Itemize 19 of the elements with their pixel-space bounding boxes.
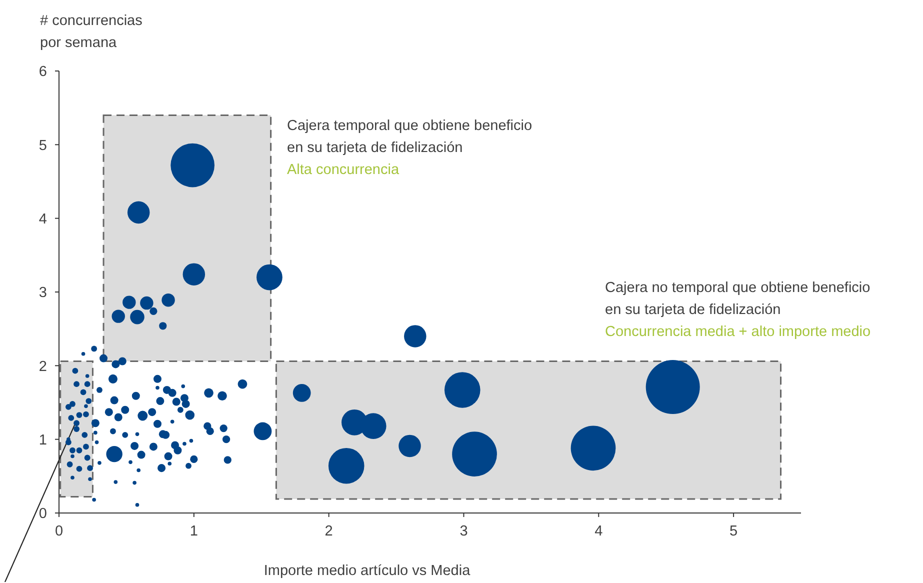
annotation: Cajera no temporal que obtiene beneficio en su tarjeta de fidelización bbox=[605, 279, 870, 320]
y-tick-label: 3 bbox=[38, 285, 47, 302]
x-tick-label: 4 bbox=[594, 523, 603, 540]
y-tick-label: 6 bbox=[38, 64, 47, 80]
y-tick-label: 1 bbox=[38, 432, 47, 448]
y-tick-label: 0 bbox=[38, 506, 47, 522]
annotation: Alta concurrencia bbox=[287, 161, 400, 180]
y-axis-title: # concurrencias por semana bbox=[40, 12, 142, 53]
x-tick-label: 1 bbox=[190, 523, 198, 540]
x-tick-label: 2 bbox=[324, 523, 333, 540]
y-tick-label: 4 bbox=[38, 211, 47, 228]
y-tick-label: 2 bbox=[38, 358, 47, 375]
x-tick-label: 0 bbox=[54, 523, 64, 540]
x-axis-title: Importe medio artículo vs Media bbox=[262, 563, 472, 579]
y-tick-label: 5 bbox=[38, 138, 47, 154]
x-tick-label: 5 bbox=[730, 523, 738, 540]
x-tick-label: 3 bbox=[460, 523, 468, 540]
annotation: Cajera temporal que obtiene beneficio en su tarjeta de fidelización bbox=[287, 117, 532, 158]
annotation: Concurrencia media + alto importe medio bbox=[605, 323, 871, 342]
